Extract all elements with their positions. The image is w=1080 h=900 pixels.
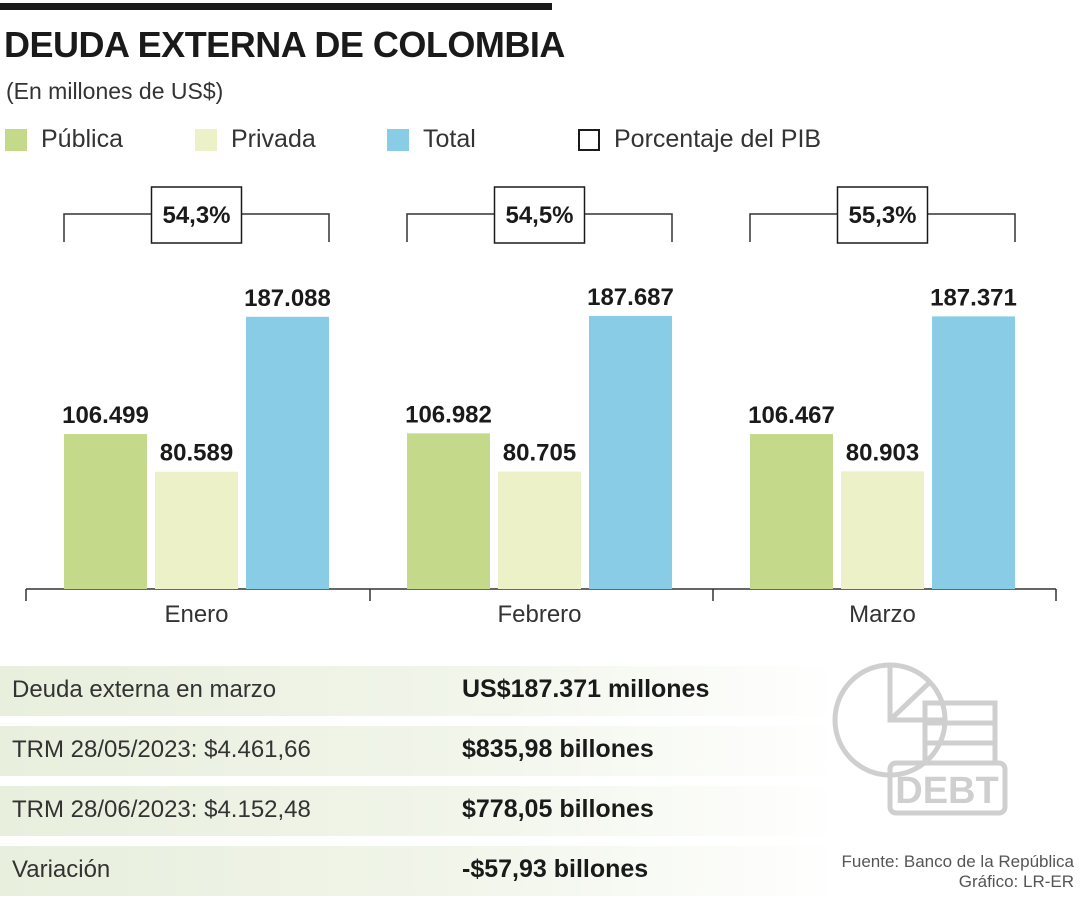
data-label: 80.589 [160, 440, 233, 467]
legend-label-publica: Pública [41, 125, 123, 153]
pib-percent-label: 54,5% [505, 202, 573, 229]
legend-swatch-pib [578, 128, 600, 151]
info-label: Deuda externa en marzo [12, 676, 277, 703]
bar [589, 315, 672, 589]
info-row: Variación -$57,93 billones [0, 846, 840, 896]
pib-box [836, 186, 929, 244]
info-value: $778,05 billones [462, 795, 654, 823]
chart-title: DEUDA EXTERNA DE COLOMBIA [4, 24, 565, 65]
info-value: -$57,93 billones [462, 855, 649, 883]
info-label: TRM 28/05/2023: $4.461,66 [12, 736, 311, 763]
bar-chart: 54,3% 106.499 80.589 187.088 Enero 54,5% 106.9… [25, 186, 1057, 628]
bar [155, 471, 238, 589]
source-note: Fuente: Banco de la República Gráfico: L… [842, 852, 1075, 892]
info-row: TRM 28/05/2023: $4.461,66 $835,98 billon… [0, 726, 840, 776]
info-row: Deuda externa en marzo US$187.371 millon… [0, 666, 840, 716]
x-tick-label: Enero [164, 601, 228, 628]
legend-item-pib: Porcentaje del PIB [578, 125, 821, 154]
data-label: 187.687 [587, 284, 674, 311]
data-label: 106.499 [62, 402, 149, 429]
pib-box [493, 186, 586, 244]
data-label: 106.982 [405, 401, 492, 428]
bar [932, 316, 1015, 589]
bar [64, 434, 147, 589]
legend-label-privada: Privada [231, 125, 316, 153]
legend-item-publica: Pública [5, 125, 123, 154]
legend-item-total: Total [387, 125, 476, 154]
legend-label-total: Total [423, 125, 476, 153]
bar [498, 471, 581, 589]
debt-icon-text: DEBT [895, 770, 998, 812]
bar [841, 471, 924, 589]
data-label: 80.705 [503, 440, 576, 467]
info-label: TRM 28/06/2023: $4.152,48 [12, 796, 311, 823]
legend-label-pib: Porcentaje del PIB [614, 125, 822, 153]
x-tick-label: Febrero [497, 601, 581, 628]
x-tick-label: Marzo [849, 601, 916, 628]
data-label: 80.903 [846, 439, 919, 466]
bar [246, 316, 329, 589]
data-label: 187.088 [244, 285, 331, 312]
info-value: $835,98 billones [462, 735, 654, 763]
bar [750, 434, 833, 589]
bar [407, 433, 490, 589]
legend-swatch-publica [5, 128, 27, 151]
info-value: US$187.371 millones [462, 675, 710, 703]
info-label: Variación [12, 856, 111, 883]
debt-icon: DEBT [832, 662, 1008, 816]
legend: Pública Privada Total Porcentaje del PIB [5, 125, 905, 157]
data-label: 187.371 [930, 284, 1017, 311]
credit-line: Gráfico: LR-ER [958, 872, 1074, 891]
info-row: TRM 28/06/2023: $4.152,48 $778,05 billon… [0, 786, 840, 836]
pib-box [150, 186, 243, 244]
legend-swatch-privada [195, 128, 217, 151]
header-rule [0, 3, 552, 10]
source-line: Fuente: Banco de la República [841, 852, 1075, 871]
chart-subtitle: (En millones de US$) [6, 78, 224, 104]
legend-item-privada: Privada [195, 125, 316, 154]
pib-percent-label: 55,3% [848, 202, 916, 229]
data-label: 106.467 [748, 402, 835, 429]
legend-swatch-total [387, 128, 409, 151]
pib-percent-label: 54,3% [162, 202, 230, 229]
